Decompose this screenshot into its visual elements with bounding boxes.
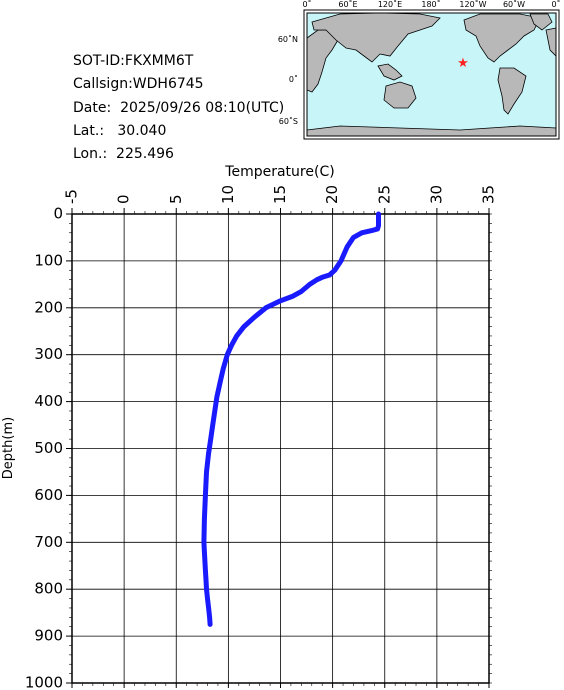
map-frame bbox=[306, 12, 557, 137]
y-tick-label: 200 bbox=[34, 298, 63, 316]
y-tick-label: 1000 bbox=[25, 674, 63, 690]
indonesia-land bbox=[377, 63, 403, 81]
map-longitude-label: 0˚ bbox=[302, 0, 311, 9]
temperature-profile-line bbox=[201, 211, 381, 627]
x-axis-ticks: -5 0 5 10 15 20 25 30 35 bbox=[63, 185, 498, 688]
map-outer-frame bbox=[303, 9, 560, 140]
y-tick-label: 600 bbox=[34, 486, 63, 504]
y-axis-ticks: 0 100 200 300 400 500 600 700 800 900 1000 bbox=[25, 205, 492, 690]
x-tick-label: -5 bbox=[63, 189, 81, 204]
plot-grid bbox=[71, 213, 490, 684]
y-tick-label: 100 bbox=[34, 251, 63, 269]
x-tick-label: 10 bbox=[219, 185, 237, 204]
x-tick-label: 5 bbox=[167, 194, 185, 204]
x-tick-label: 35 bbox=[480, 185, 498, 204]
greenland-land bbox=[529, 13, 553, 31]
map-longitude-labels: 0˚ 60˚E 120˚E 180˚ 120˚W 60˚W 0˚ bbox=[302, 0, 560, 9]
y-tick-label: 900 bbox=[34, 627, 63, 645]
map-longitude-label: 120˚E bbox=[378, 0, 402, 9]
star-icon: ★ bbox=[457, 56, 469, 71]
y-tick-label: 300 bbox=[34, 345, 63, 363]
callsign-label: Callsign:WDH6745 bbox=[73, 76, 204, 93]
y-tick-label: 0 bbox=[53, 205, 63, 223]
map-longitude-label: 120˚W bbox=[459, 0, 486, 9]
map-longitude-label: 60˚W bbox=[503, 0, 525, 9]
y-tick-label: 800 bbox=[34, 580, 63, 598]
map-longitude-label: 0˚ bbox=[551, 0, 560, 9]
x-tick-label: 20 bbox=[323, 185, 341, 204]
x-tick-label: 30 bbox=[427, 185, 445, 204]
date-label: Date: 2025/09/26 08:10(UTC) bbox=[73, 99, 285, 116]
map-latitude-label: 0˚ bbox=[289, 74, 298, 84]
map-land bbox=[306, 12, 557, 137]
map-latitude-labels: 60˚N 0˚ 60˚S bbox=[278, 34, 298, 126]
y-tick-label: 500 bbox=[34, 439, 63, 457]
float-info-panel: SOT-ID:FKXMM6T Callsign:WDH6745 Date: 20… bbox=[73, 50, 284, 166]
map-longitude-label: 180˚ bbox=[421, 0, 440, 9]
eurasia-land bbox=[311, 12, 441, 63]
y-tick-label: 400 bbox=[34, 392, 63, 410]
south-america-land bbox=[497, 67, 527, 115]
sot-id-label: SOT-ID:FKXMM6T bbox=[73, 53, 194, 69]
map-latitude-label: 60˚N bbox=[278, 34, 298, 44]
longitude-label: Lon.: 225.496 bbox=[73, 146, 174, 163]
location-map: 0˚ 60˚E 120˚E 180˚ 120˚W 60˚W 0˚ 60˚N 0˚ 60˚S ★ bbox=[278, 0, 561, 140]
australia-land bbox=[383, 81, 417, 109]
map-longitude-label: 60˚E bbox=[338, 0, 357, 9]
map-latitude-label: 60˚S bbox=[279, 116, 298, 126]
x-axis-label: Temperature(C) bbox=[224, 164, 334, 180]
x-tick-label: 0 bbox=[115, 194, 133, 204]
temperature-profile-plot: -5 0 5 10 15 20 25 30 35 01002003004005006007008… bbox=[1, 164, 498, 690]
x-tick-label: 25 bbox=[375, 185, 393, 204]
y-tick-label: 700 bbox=[34, 533, 63, 551]
latitude-label: Lat.: 30.040 bbox=[73, 122, 167, 139]
x-tick-label: 15 bbox=[271, 185, 289, 204]
north-america-land bbox=[463, 13, 541, 63]
y-axis-label: Depth(m) bbox=[1, 417, 16, 479]
